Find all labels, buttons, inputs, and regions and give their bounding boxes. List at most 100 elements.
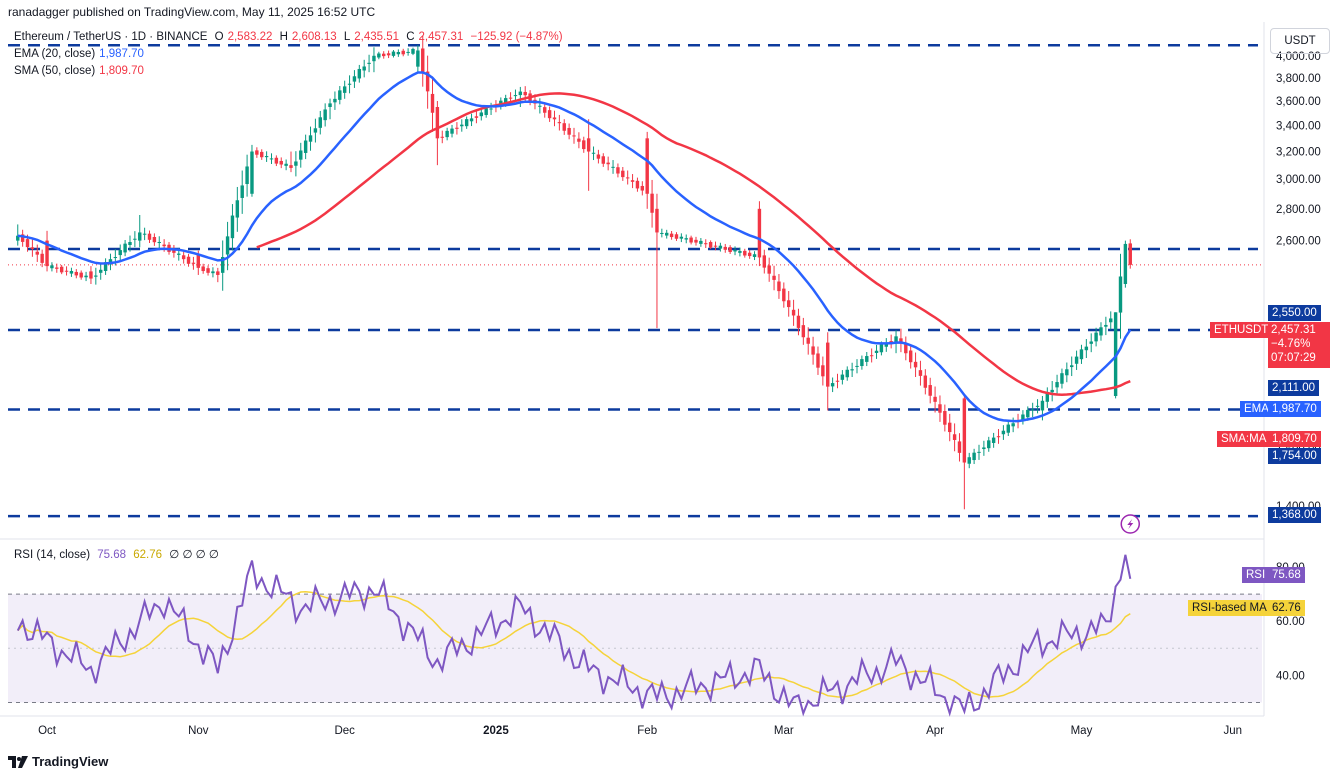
sma-scale-value: 1,809.70 <box>1268 431 1321 447</box>
high-value: 2,608.13 <box>291 31 337 43</box>
candle-body <box>284 163 288 166</box>
candle-body <box>933 396 937 402</box>
candle-body <box>196 254 201 268</box>
candle-body <box>464 119 469 127</box>
candle-body <box>948 422 952 433</box>
level-2550-tag: 2,550.00 <box>1268 305 1321 321</box>
candle-body <box>928 385 932 396</box>
tradingview-brand: TradingView <box>32 754 109 769</box>
date-tick-label: Nov <box>188 725 209 737</box>
sma-scale-label: SMA:MA <box>1217 431 1271 447</box>
candle-body <box>1050 389 1054 393</box>
low-label: L <box>343 31 351 43</box>
candle-body <box>865 356 869 362</box>
candle-body <box>16 235 20 241</box>
candle-body <box>74 271 79 276</box>
candle-body <box>396 51 401 55</box>
candle-body <box>991 437 996 443</box>
tradingview-logo[interactable]: TradingView <box>8 754 108 769</box>
open-label: O <box>214 31 224 43</box>
ema-legend-value: 1,987.70 <box>99 48 144 60</box>
candle-body <box>1099 327 1103 336</box>
candle-body <box>289 165 293 168</box>
candle-body <box>821 365 825 377</box>
candle-body <box>791 309 796 316</box>
candle-body <box>1026 409 1030 418</box>
candle-body <box>113 257 118 259</box>
candle-body <box>382 53 386 57</box>
date-tick-label: May <box>1071 725 1093 737</box>
candle-body <box>333 98 337 103</box>
candle-body <box>191 262 196 264</box>
candle-body <box>669 233 674 238</box>
candle-body <box>25 239 30 248</box>
candle-body <box>1069 365 1074 368</box>
tradingview-logo-icon <box>8 755 28 768</box>
last-price-change: −4.76% <box>1271 338 1311 350</box>
candle-body <box>128 242 132 246</box>
candle-body <box>1021 414 1025 421</box>
candle-body <box>1040 400 1045 411</box>
candle-body <box>591 152 596 154</box>
candle-body <box>455 127 459 129</box>
candle-body <box>352 76 357 82</box>
candle-body <box>586 138 591 152</box>
change-value: −125.92 (−4.87%) <box>470 31 563 43</box>
candle-body <box>547 110 552 119</box>
candle-body <box>250 151 254 194</box>
candle-body <box>523 91 527 96</box>
candle-body <box>279 160 283 165</box>
candle-body <box>1118 276 1123 313</box>
candle-body <box>801 325 806 338</box>
candle-body <box>245 166 249 185</box>
candle-body <box>850 369 854 371</box>
candle-body <box>1104 324 1108 327</box>
candle-body <box>840 374 845 380</box>
candle-body <box>621 170 625 178</box>
candle-body <box>747 252 752 257</box>
candle-body <box>372 55 376 62</box>
candle-body <box>708 242 713 248</box>
candle-body <box>762 255 767 268</box>
last-price-tag: 2,457.31 −4.76% 07:07:29 <box>1268 322 1330 368</box>
candle-body <box>299 150 303 160</box>
last-price-symbol-tag: ETHUSDT <box>1210 322 1273 338</box>
candle-body <box>1060 373 1064 384</box>
rsi-scale-value: 75.68 <box>1268 567 1305 583</box>
candle-body <box>908 350 913 363</box>
candle-body <box>816 353 820 368</box>
sma-legend-value: 1,809.70 <box>99 65 144 77</box>
candle-body <box>308 135 313 142</box>
ema-20-line <box>17 71 1132 423</box>
candle-body <box>518 91 523 96</box>
candle-body <box>220 257 225 273</box>
symbol-name[interactable]: Ethereum / TetherUS · 1D · BINANCE <box>14 31 208 43</box>
candle-body <box>689 237 693 243</box>
rsi-ma-line <box>17 591 1131 699</box>
candle-body <box>830 383 835 387</box>
candle-body <box>328 103 332 107</box>
sma-legend[interactable]: SMA (50, close) 1,809.70 <box>14 65 148 77</box>
candle-body <box>216 271 220 275</box>
date-tick-label: Jun <box>1223 725 1242 737</box>
candle-body <box>177 253 181 255</box>
candle-body <box>665 232 669 236</box>
rsi-legend-value: 75.68 <box>97 549 127 561</box>
close-label: C <box>406 31 415 43</box>
candle-body <box>879 344 884 353</box>
rsi-legend[interactable]: RSI (14, close) 75.68 62.76 ∅ ∅ ∅ ∅ <box>14 547 223 561</box>
candle-body <box>1084 346 1089 351</box>
candle-body <box>967 457 971 464</box>
candle-body <box>435 106 440 139</box>
candle-body <box>567 127 571 135</box>
candle-body <box>445 130 449 138</box>
currency-button[interactable]: USDT <box>1270 28 1330 54</box>
candle-body <box>181 255 186 260</box>
candle-body <box>201 266 205 272</box>
candle-body <box>79 272 83 278</box>
ema-legend[interactable]: EMA (20, close) 1,987.70 <box>14 48 148 60</box>
candle-body <box>1079 349 1084 360</box>
sma-50-line <box>256 92 1131 396</box>
candle-body <box>318 117 322 128</box>
